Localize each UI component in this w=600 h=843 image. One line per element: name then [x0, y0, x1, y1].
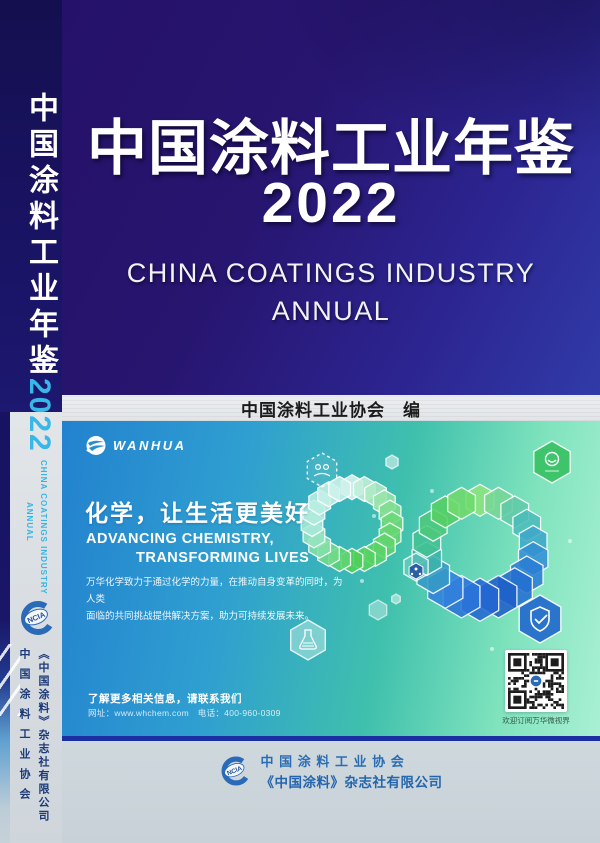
- small-hexagon-decoration: [385, 454, 399, 470]
- spine-publisher: 中国涂料工业协会 《中国涂料》杂志社有限公司: [16, 648, 51, 824]
- spine-light-band: CHINA COATINGS INDUSTRY ANNUAL NCIA 中国涂料…: [10, 412, 62, 843]
- footer-association-name: 中 国 涂 料 工 业 协 会: [260, 754, 405, 769]
- spine-navy-background: [0, 0, 62, 412]
- dot-decoration: [568, 539, 572, 543]
- spine-association-name: 中国涂料工业协会: [18, 648, 30, 808]
- wanhua-brand-name: WANHUA: [113, 438, 187, 453]
- ad-body-line1: 万华化学致力于通过化学的力量，在推动自身变革的同时，为人类: [86, 577, 343, 605]
- ad-body-text: 万华化学致力于通过化学的力量，在推动自身变革的同时，为人类 面临的共同挑战提供解…: [86, 574, 348, 625]
- small-hexagon-decoration: [368, 599, 388, 621]
- spine-magazine-company: 《中国涂料》杂志社有限公司: [37, 648, 49, 824]
- dot-decoration: [372, 514, 376, 518]
- wechat-qr-code: [505, 650, 567, 712]
- qr-caption: 欢迎订阅万华微视界: [502, 716, 570, 725]
- spine-title: 中国涂料工业年鉴: [24, 92, 57, 380]
- people-hexagon-icon: [306, 452, 338, 488]
- spine-subtitle-line1: CHINA COATINGS INDUSTRY: [39, 460, 48, 595]
- ad-slogan-english-line1: ADVANCING CHEMISTRY,: [86, 531, 275, 547]
- ad-body-line2: 面临的共同挑战提供解决方案，助力可持续发展未来。: [86, 611, 315, 622]
- book-title: 中国涂料工业年鉴: [87, 115, 575, 182]
- dot-decoration: [430, 489, 434, 493]
- flask-hexagon-icon: [289, 619, 326, 661]
- spine-edge-strip: [0, 412, 20, 843]
- front-cover: 中国涂料工业年鉴 2022 CHINA COATINGS INDUSTRY AN…: [62, 0, 600, 843]
- ncia-logo-footer: NCIA: [221, 756, 250, 786]
- wanhua-icon: [86, 436, 106, 455]
- dot-decoration: [490, 647, 494, 651]
- footer-magazine-company: 《中国涂料》杂志社有限公司: [260, 775, 443, 790]
- ad-contact-info: 网址：www.whchem.com 电话：400-960-0309: [88, 708, 281, 718]
- shield-check-hexagon-icon: [518, 594, 562, 644]
- divider-line: [62, 736, 600, 741]
- editor-band: 中国涂料工业协会 编: [62, 395, 600, 421]
- ncia-logo-spine: NCIA: [20, 598, 56, 643]
- molecule-hexagon-icon: [403, 552, 429, 582]
- small-hexagon-decoration: [391, 593, 401, 605]
- dot-decoration: [360, 579, 364, 583]
- publisher-footer: NCIA 中 国 涂 料 工 业 协 会 《中国涂料》杂志社有限公司: [62, 741, 600, 843]
- book-subtitle-en-line2: ANNUAL: [271, 296, 391, 326]
- ad-contact-title: 了解更多相关信息，请联系我们: [88, 693, 242, 705]
- spine-year: 2022: [23, 378, 56, 453]
- ncia-crescent: [21, 601, 55, 635]
- ad-slogan-chinese: 化学，让生活更美好: [85, 500, 310, 526]
- spine-english-subtitle: CHINA COATINGS INDUSTRY ANNUAL: [22, 460, 50, 650]
- spine: 中国涂料工业年鉴 2022 CHINA COATINGS INDUSTRY AN…: [0, 0, 62, 843]
- diagonal-stripes-decoration: [0, 644, 20, 716]
- wanhua-advertisement: WANHUA 化学，让生活更美好 ADVANCING CHEMISTRY, TR…: [62, 421, 600, 736]
- editor-line: 中国涂料工业协会 编: [241, 400, 421, 420]
- book-year: 2022: [261, 171, 401, 235]
- book-subtitle-en-line1: CHINA COATINGS INDUSTRY: [126, 258, 536, 288]
- wanhua-logo-row: WANHUA: [84, 434, 187, 457]
- cover-top-background: 中国涂料工业年鉴 2022 CHINA COATINGS INDUSTRY AN…: [62, 0, 600, 395]
- smiley-hexagon-icon: [533, 440, 571, 484]
- infinity-hexagon-graphic: [289, 440, 572, 661]
- ad-slogan-english-line2: TRANSFORMING LIVES: [136, 550, 310, 566]
- spine-subtitle-line2: ANNUAL: [25, 502, 34, 542]
